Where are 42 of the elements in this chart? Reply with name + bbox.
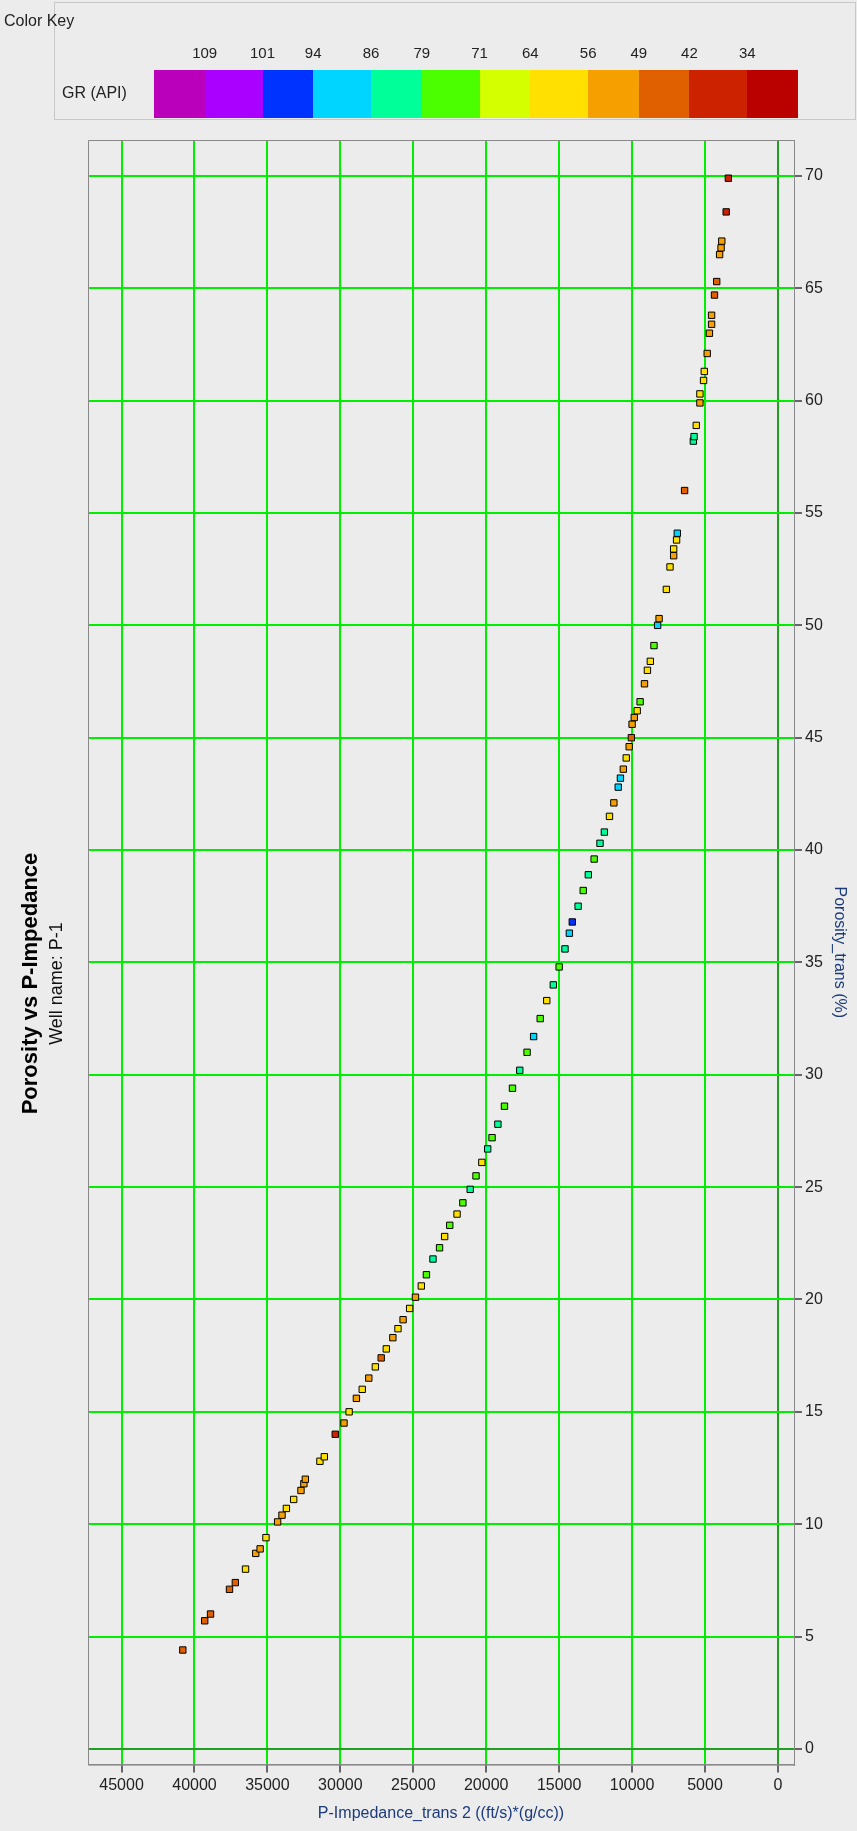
y-tick-label: 60 — [805, 391, 823, 409]
x-tick-label: 0 — [773, 1775, 783, 1793]
x-tick-label: 25000 — [391, 1775, 436, 1793]
color-bar-title: GR (API) — [62, 84, 127, 102]
x-tick-label: 30000 — [318, 1775, 363, 1793]
y-tick-label: 50 — [805, 615, 823, 633]
color-bar-label: 79 — [412, 44, 432, 61]
legend-title: Color Key — [4, 12, 75, 30]
y-tick-label: 10 — [805, 1514, 823, 1532]
color-bar-label: 34 — [738, 44, 757, 61]
y-tick-label: 20 — [805, 1289, 823, 1307]
y-tick-label: 5 — [805, 1626, 814, 1644]
x-tick-label: 15000 — [536, 1775, 582, 1793]
x-tick-label: 45000 — [99, 1775, 144, 1793]
color-bar-label: 71 — [470, 44, 489, 61]
y-tick-label: 30 — [805, 1065, 823, 1083]
y-tick-label: 45 — [805, 728, 823, 746]
color-bar-label: 94 — [303, 44, 323, 61]
y-tick-label: 55 — [805, 503, 823, 521]
text: Porosity vs P-Impedance — [17, 852, 43, 1115]
color-bar-label: 86 — [361, 44, 381, 61]
x-axis-title: P-Impedance_trans 2 ((ft/s)*(g/cc)) — [317, 1803, 565, 1822]
x-tick-label: 35000 — [245, 1775, 290, 1793]
y-tick-label: 0 — [805, 1739, 814, 1757]
y-tick-label: 70 — [805, 166, 823, 184]
color-bar-label: 64 — [520, 44, 540, 61]
x-tick-label: 10000 — [609, 1775, 655, 1793]
color-bar-label: 109 — [191, 44, 219, 61]
text: Well name: P-1 — [46, 922, 67, 1045]
color-bar-label: 42 — [680, 44, 699, 61]
x-tick-label: 20000 — [463, 1775, 509, 1793]
y-tick-label: 65 — [805, 278, 823, 296]
y-tick-label: 15 — [805, 1402, 823, 1420]
y-axis-title: Porosity_trans (%) — [830, 886, 849, 1019]
y-tick-label: 35 — [805, 952, 823, 970]
color-bar-label: 101 — [249, 44, 277, 61]
x-tick-label: 40000 — [172, 1775, 217, 1793]
color-bar-label: 49 — [629, 44, 649, 61]
y-tick-label: 25 — [805, 1177, 823, 1195]
color-bar-label: 56 — [578, 44, 598, 61]
y-tick-label: 40 — [805, 840, 823, 858]
x-tick-label: 5000 — [687, 1775, 723, 1793]
